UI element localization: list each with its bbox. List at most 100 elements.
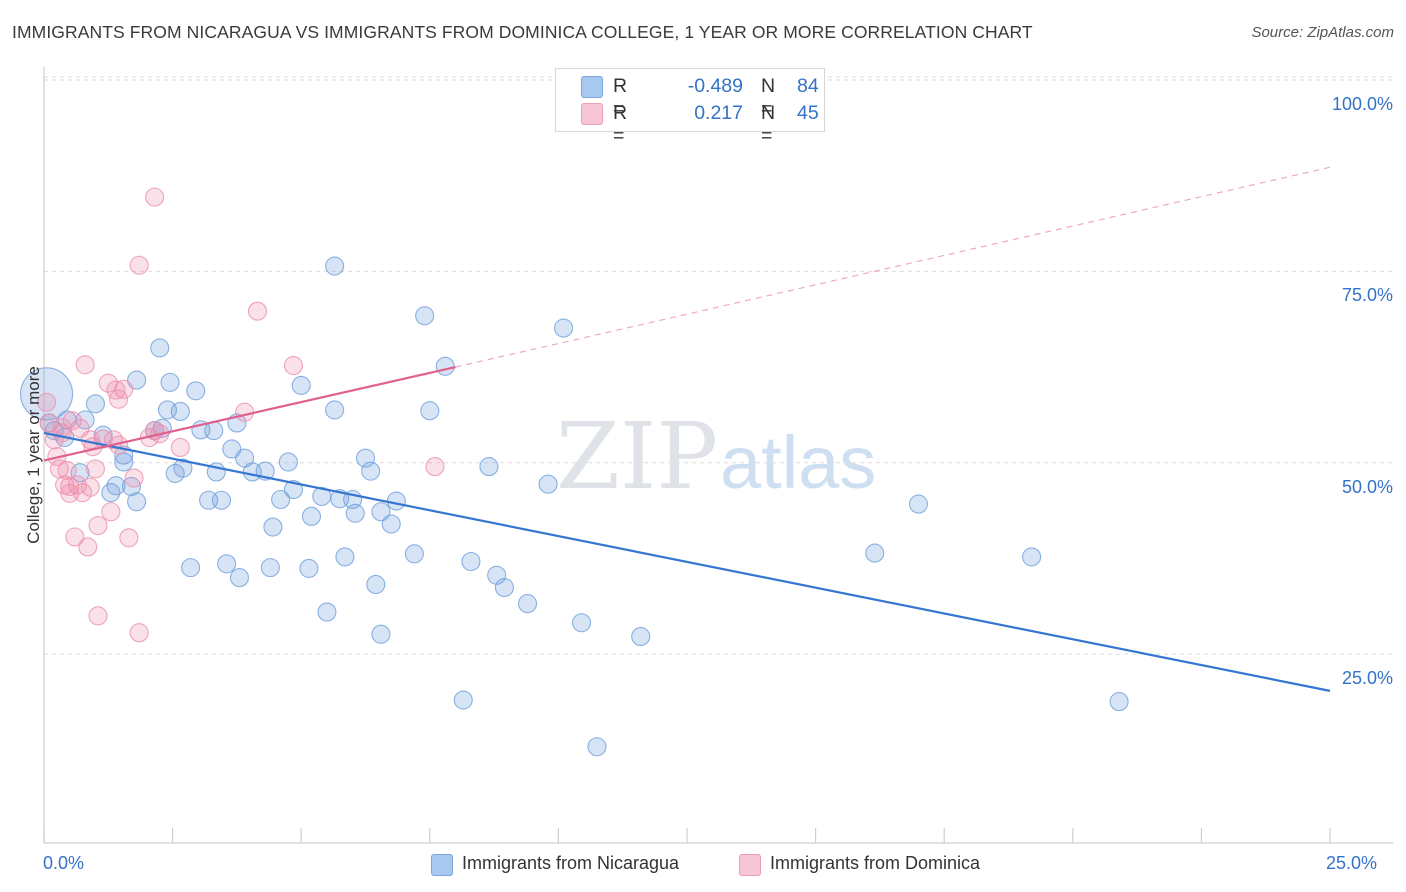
data-point: [425, 457, 445, 477]
bottom-legend-label: Immigrants from Nicaragua: [462, 853, 680, 873]
legend-r-value: 0.217: [694, 102, 743, 124]
bottom-legend-swatch-blue: [431, 854, 453, 876]
data-point: [479, 457, 499, 477]
data-point: [127, 370, 147, 390]
data-point: [37, 392, 57, 412]
data-point: [371, 624, 391, 644]
data-point: [404, 544, 424, 564]
data-point: [88, 515, 108, 536]
data-point: [263, 517, 283, 537]
data-point: [587, 737, 607, 757]
data-point: [217, 554, 237, 574]
data-point: [461, 551, 481, 572]
data-point: [124, 468, 144, 488]
data-point: [181, 558, 201, 578]
data-point: [109, 389, 129, 409]
data-point: [170, 401, 190, 422]
data-point: [299, 558, 319, 578]
trend-lines: [43, 166, 1331, 692]
data-point: [129, 255, 149, 275]
data-point: [1022, 547, 1042, 567]
data-point: [235, 402, 255, 422]
data-point: [145, 187, 165, 207]
data-point: [101, 502, 121, 522]
trend-line-dominica: [43, 365, 456, 462]
watermark: ZIP atlas: [556, 403, 876, 510]
data-point: [129, 623, 149, 643]
data-point: [325, 400, 345, 420]
data-point: [85, 394, 105, 414]
data-point: [1109, 692, 1129, 712]
legend-n-label: N =: [761, 102, 776, 147]
data-point: [229, 568, 250, 588]
data-point: [301, 506, 322, 526]
data-point: [20, 367, 74, 421]
data-point: [865, 543, 885, 563]
data-point: [325, 256, 345, 276]
data-point: [553, 318, 574, 338]
data-point: [127, 492, 147, 512]
data-point: [211, 490, 232, 510]
data-point: [119, 528, 139, 548]
legend-n-value: 84: [797, 75, 819, 97]
data-point: [381, 514, 401, 534]
data-point: [278, 452, 298, 472]
data-point: [291, 375, 311, 395]
legend-r-label: R =: [613, 75, 628, 120]
legend-r-label: R =: [613, 102, 628, 147]
data-point: [453, 690, 473, 710]
y-tick-label: 75.0%: [1341, 285, 1393, 306]
trend-line-nicaragua: [43, 431, 1331, 692]
data-point: [65, 527, 85, 547]
watermark-atlas: atlas: [720, 421, 876, 504]
data-point: [150, 338, 170, 358]
data-point: [345, 503, 365, 523]
y-axis-title: College, 1 year or more: [24, 366, 43, 544]
correlation-legend: R = -0.489 N = 84 R = 0.217 N = 45: [555, 68, 825, 147]
data-point: [222, 439, 242, 459]
data-point: [271, 489, 291, 510]
watermark-zip: ZIP: [556, 403, 718, 510]
data-point: [88, 606, 108, 626]
data-point: [106, 476, 126, 496]
data-point: [335, 547, 355, 567]
data-point: [160, 372, 180, 392]
data-point: [386, 491, 406, 511]
data-point: [435, 356, 455, 376]
data-point: [114, 379, 134, 399]
data-point: [361, 461, 381, 481]
data-point: [260, 558, 280, 578]
data-point: [62, 411, 82, 431]
axes: [43, 67, 1393, 844]
data-point: [631, 626, 651, 647]
data-point: [85, 459, 105, 479]
data-point: [908, 494, 929, 514]
trend-line-dominica-extension: [455, 166, 1331, 368]
data-point: [415, 306, 435, 326]
data-point: [283, 479, 304, 500]
data-point: [283, 355, 304, 376]
chart-title: IMMIGRANTS FROM NICARAGUA VS IMMIGRANTS …: [12, 22, 1033, 42]
legend-r-value: -0.489: [687, 75, 743, 97]
y-tick-label: 50.0%: [1341, 476, 1393, 497]
x-tick-label-min: 0.0%: [43, 853, 85, 873]
legend-swatch-pink: [581, 103, 603, 125]
data-point: [57, 460, 77, 480]
data-point: [371, 502, 391, 522]
data-point: [366, 574, 386, 595]
data-point: [494, 577, 514, 598]
y-tick-label: 25.0%: [1341, 668, 1393, 689]
legend-n-value: 45: [797, 102, 819, 124]
data-point: [317, 602, 337, 622]
data-point: [487, 565, 507, 585]
data-point: [420, 401, 440, 421]
data-point: [75, 355, 95, 375]
data-point: [170, 437, 190, 457]
legend-swatch-blue: [581, 76, 603, 98]
data-point: [538, 474, 558, 494]
data-point: [517, 594, 538, 614]
data-point: [247, 301, 268, 321]
source-label: Source: ZipAtlas.com: [1251, 24, 1394, 41]
data-point: [186, 381, 206, 401]
